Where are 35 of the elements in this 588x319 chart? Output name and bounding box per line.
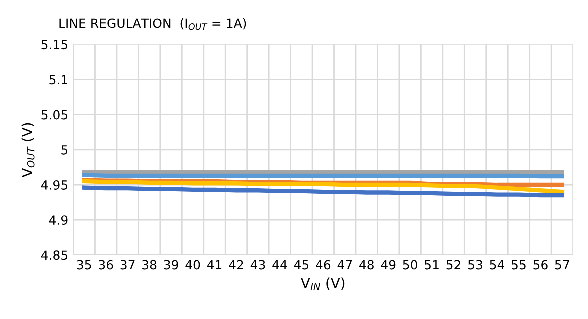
y-tick-label: 4.9 bbox=[49, 216, 68, 226]
y-tick-label: 5 bbox=[62, 146, 68, 155]
x-tick-label: 46 bbox=[316, 260, 331, 270]
x-tick-label: 44 bbox=[272, 260, 288, 270]
line-series bbox=[82, 186, 565, 198]
y-axis-title: V$_{OUT}$ (V) bbox=[22, 123, 35, 178]
y-tick-label: 4.85 bbox=[41, 250, 68, 260]
x-tick-label: 42 bbox=[229, 260, 244, 270]
y-tick-label: 4.95 bbox=[41, 180, 68, 190]
x-tick-label: 39 bbox=[164, 260, 178, 270]
x-tick-label: 51 bbox=[425, 260, 439, 270]
x-tick-label: 35 bbox=[77, 260, 92, 270]
x-axis-title: V$_{IN}$ (V) bbox=[301, 278, 345, 291]
x-tick-label: 57 bbox=[555, 260, 570, 270]
x-tick-label: 37 bbox=[120, 260, 135, 270]
y-tick-label: 5.05 bbox=[42, 110, 68, 120]
x-tick-label: 54 bbox=[490, 260, 504, 270]
chart-title: LINE REGULATION (I$_{OUT}$ = 1A) bbox=[60, 18, 246, 30]
x-tick-label: 43 bbox=[250, 260, 266, 270]
x-tick-label: 53 bbox=[468, 260, 482, 270]
x-tick-label: 36 bbox=[99, 260, 114, 270]
x-tick-label: 40 bbox=[186, 260, 200, 270]
x-tick-label: 49 bbox=[381, 260, 396, 270]
line-series bbox=[82, 179, 565, 194]
x-tick-label: 38 bbox=[142, 260, 157, 270]
y-tick-label: 5.15 bbox=[42, 40, 68, 50]
x-tick-label: 41 bbox=[207, 260, 222, 270]
x-tick-label: 55 bbox=[512, 260, 526, 270]
x-tick-label: 47 bbox=[338, 260, 352, 270]
y-tick-label: 5.1 bbox=[50, 75, 68, 85]
x-tick-label: 48 bbox=[360, 260, 374, 270]
x-tick-label: 52 bbox=[446, 260, 460, 270]
x-tick-label: 56 bbox=[534, 260, 548, 270]
x-tick-label: 45 bbox=[294, 260, 309, 270]
x-tick-label: 50 bbox=[403, 260, 418, 270]
